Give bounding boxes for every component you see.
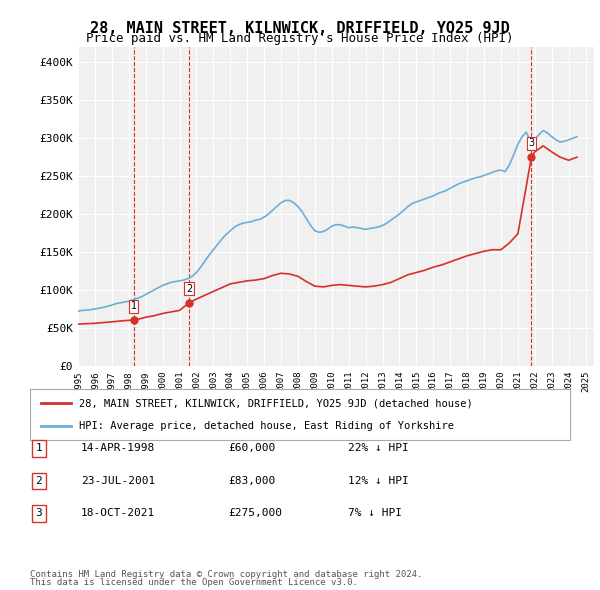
Text: 14-APR-1998: 14-APR-1998 [81,444,155,453]
Text: £275,000: £275,000 [228,509,282,518]
Text: 28, MAIN STREET, KILNWICK, DRIFFIELD, YO25 9JD (detached house): 28, MAIN STREET, KILNWICK, DRIFFIELD, YO… [79,398,472,408]
Text: 1: 1 [35,444,43,453]
Text: 2: 2 [35,476,43,486]
Text: £83,000: £83,000 [228,476,275,486]
Text: 22% ↓ HPI: 22% ↓ HPI [348,444,409,453]
Text: 1: 1 [131,301,137,311]
Text: HPI: Average price, detached house, East Riding of Yorkshire: HPI: Average price, detached house, East… [79,421,454,431]
Text: Contains HM Land Registry data © Crown copyright and database right 2024.: Contains HM Land Registry data © Crown c… [30,571,422,579]
Text: 23-JUL-2001: 23-JUL-2001 [81,476,155,486]
Text: 3: 3 [35,509,43,518]
Text: 7% ↓ HPI: 7% ↓ HPI [348,509,402,518]
Text: 2: 2 [186,284,192,294]
Text: 28, MAIN STREET, KILNWICK, DRIFFIELD, YO25 9JD: 28, MAIN STREET, KILNWICK, DRIFFIELD, YO… [90,21,510,35]
Text: 3: 3 [529,138,535,148]
Text: 12% ↓ HPI: 12% ↓ HPI [348,476,409,486]
Text: Price paid vs. HM Land Registry's House Price Index (HPI): Price paid vs. HM Land Registry's House … [86,32,514,45]
Text: £60,000: £60,000 [228,444,275,453]
Text: 18-OCT-2021: 18-OCT-2021 [81,509,155,518]
Text: This data is licensed under the Open Government Licence v3.0.: This data is licensed under the Open Gov… [30,578,358,587]
